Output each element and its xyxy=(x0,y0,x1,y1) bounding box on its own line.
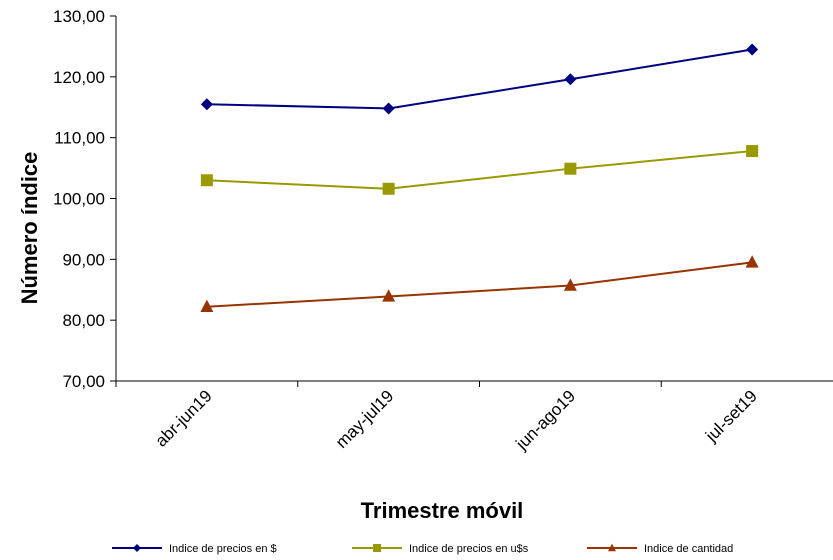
series-3 xyxy=(200,255,759,312)
legend-item: Indice de precios en u$s xyxy=(352,543,529,555)
x-axis-ticks: abr-jun19 may-jul19 jun-ago19 jul-set19 xyxy=(115,381,761,454)
legend-label: Indice de precios en $ xyxy=(169,543,277,555)
x-tick-label: may-jul19 xyxy=(332,386,398,452)
legend: Indice de precios en $ Indice de precios … xyxy=(112,543,733,555)
data-point xyxy=(563,278,577,291)
y-axis-ticks: 70,00 80,00 90,00 100,00 110,00 120,00 130,00 xyxy=(53,7,116,391)
series-layer xyxy=(200,43,759,312)
data-point xyxy=(200,174,213,187)
data-point xyxy=(200,299,214,312)
data-point xyxy=(745,255,759,268)
legend-swatch-marker xyxy=(608,543,616,552)
legend-label: Indice de precios en u$s xyxy=(409,543,529,555)
legend-swatch-marker xyxy=(373,544,381,552)
data-point xyxy=(382,182,395,195)
data-point xyxy=(746,43,759,56)
series-line xyxy=(206,261,753,308)
y-tick-label: 100,00 xyxy=(53,190,105,209)
data-point xyxy=(382,102,395,115)
legend-label: Indice de cantidad xyxy=(644,543,733,555)
x-tick-label: jun-ago19 xyxy=(512,386,580,454)
x-tick-label: abr-jun19 xyxy=(151,386,215,450)
y-tick-label: 120,00 xyxy=(53,68,105,87)
data-point xyxy=(564,73,577,86)
y-tick-label: 70,00 xyxy=(62,372,105,391)
data-point xyxy=(382,289,396,302)
y-tick-label: 90,00 xyxy=(62,250,105,269)
series-line xyxy=(206,150,753,190)
x-tick-label: jul-set19 xyxy=(701,386,761,446)
data-point xyxy=(200,98,213,111)
y-tick-label: 130,00 xyxy=(53,7,105,26)
series-1 xyxy=(200,43,759,115)
series-2 xyxy=(200,145,759,195)
legend-item: Indice de cantidad xyxy=(587,543,733,555)
data-point xyxy=(746,145,759,158)
y-axis-title: Número índice xyxy=(17,152,42,305)
y-tick-label: 110,00 xyxy=(54,129,105,148)
x-axis-title: Trimestre móvil xyxy=(361,498,524,523)
legend-item: Indice de precios en $ xyxy=(112,543,277,555)
data-point xyxy=(564,162,577,175)
y-tick-label: 80,00 xyxy=(62,311,105,330)
series-line xyxy=(206,48,753,110)
legend-swatch-marker xyxy=(133,544,141,552)
